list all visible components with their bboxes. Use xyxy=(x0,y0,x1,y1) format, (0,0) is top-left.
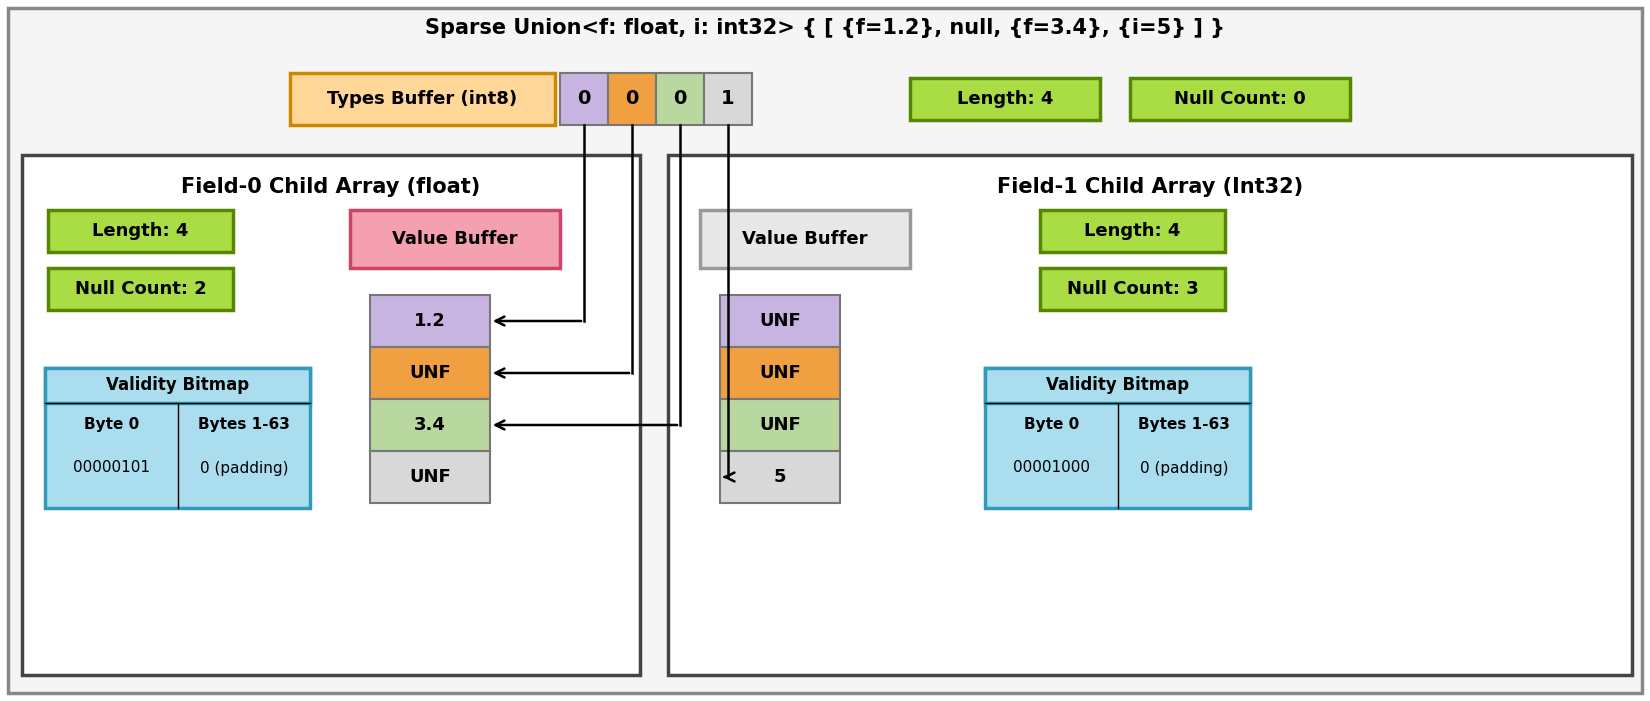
Bar xyxy=(668,155,1632,675)
Text: 0: 0 xyxy=(578,90,591,109)
Text: 1.2: 1.2 xyxy=(414,312,446,330)
Text: Types Buffer (int8): Types Buffer (int8) xyxy=(327,90,518,108)
Bar xyxy=(559,73,607,125)
Bar xyxy=(719,347,840,399)
Text: UNF: UNF xyxy=(409,468,450,486)
Text: Validity Bitmap: Validity Bitmap xyxy=(1046,376,1190,394)
Bar xyxy=(719,399,840,451)
Bar xyxy=(719,451,840,503)
Text: Bytes 1-63: Bytes 1-63 xyxy=(1138,416,1229,432)
Bar xyxy=(45,368,310,403)
Text: Null Count: 3: Null Count: 3 xyxy=(1066,280,1198,298)
Text: UNF: UNF xyxy=(759,364,800,382)
Bar xyxy=(45,368,310,508)
Bar xyxy=(607,73,657,125)
Text: 1: 1 xyxy=(721,90,734,109)
Text: Null Count: 2: Null Count: 2 xyxy=(74,280,206,298)
Text: 5: 5 xyxy=(774,468,787,486)
Text: Null Count: 0: Null Count: 0 xyxy=(1175,90,1305,108)
Bar xyxy=(370,451,490,503)
Text: Field-1 Child Array (Int32): Field-1 Child Array (Int32) xyxy=(997,177,1304,197)
Text: Field-0 Child Array (float): Field-0 Child Array (float) xyxy=(182,177,480,197)
Bar xyxy=(370,399,490,451)
Text: 0: 0 xyxy=(673,90,686,109)
Text: Sparse Union<f: float, i: int32> { [ {f=1.2}, null, {f=3.4}, {i=5} ] }: Sparse Union<f: float, i: int32> { [ {f=… xyxy=(426,18,1224,38)
Text: Byte 0: Byte 0 xyxy=(84,416,139,432)
Bar xyxy=(1040,268,1224,310)
Text: 3.4: 3.4 xyxy=(414,416,446,434)
Bar xyxy=(48,210,233,252)
Text: UNF: UNF xyxy=(759,312,800,330)
Bar xyxy=(985,368,1251,508)
Bar xyxy=(657,73,705,125)
Bar xyxy=(719,295,840,347)
Bar xyxy=(911,78,1101,120)
Bar xyxy=(350,210,559,268)
Text: 0: 0 xyxy=(625,90,639,109)
Bar xyxy=(21,155,640,675)
Bar xyxy=(1040,210,1224,252)
Bar xyxy=(700,210,911,268)
Text: 00000101: 00000101 xyxy=(73,461,150,475)
Text: Bytes 1-63: Bytes 1-63 xyxy=(198,416,290,432)
Bar xyxy=(705,73,752,125)
Bar xyxy=(48,268,233,310)
Text: UNF: UNF xyxy=(409,364,450,382)
Text: Length: 4: Length: 4 xyxy=(957,90,1053,108)
Text: Validity Bitmap: Validity Bitmap xyxy=(106,376,249,394)
Bar xyxy=(985,368,1251,403)
Text: 0 (padding): 0 (padding) xyxy=(1140,461,1228,475)
Text: Value Buffer: Value Buffer xyxy=(742,230,868,248)
Text: UNF: UNF xyxy=(759,416,800,434)
Text: Length: 4: Length: 4 xyxy=(1084,222,1181,240)
Bar xyxy=(370,295,490,347)
Text: Value Buffer: Value Buffer xyxy=(393,230,518,248)
Bar xyxy=(1130,78,1350,120)
Text: Length: 4: Length: 4 xyxy=(92,222,188,240)
Text: 00001000: 00001000 xyxy=(1013,461,1089,475)
Text: 0 (padding): 0 (padding) xyxy=(200,461,289,475)
Bar xyxy=(370,347,490,399)
Bar xyxy=(290,73,554,125)
Text: Byte 0: Byte 0 xyxy=(1023,416,1079,432)
